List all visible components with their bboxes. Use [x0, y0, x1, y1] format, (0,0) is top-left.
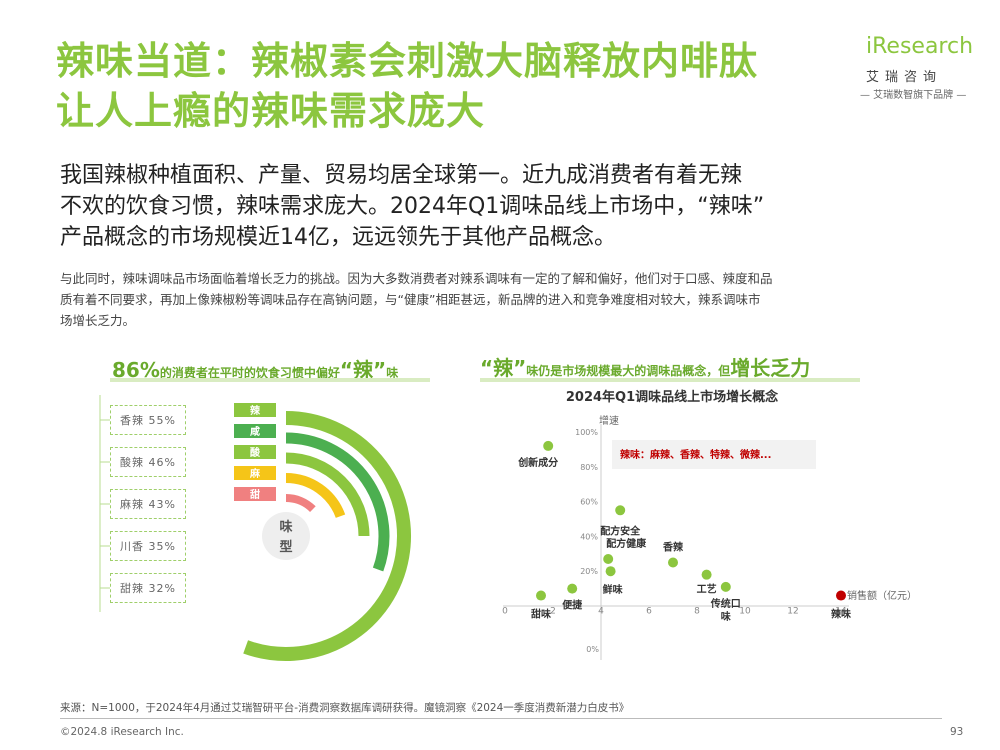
x-tick-8: 8 — [694, 607, 700, 617]
scatter-point-4 — [668, 557, 678, 568]
scatter-label-5: 鲜味 — [603, 583, 623, 596]
page-title: 辣味当道：辣椒素会刺激大脑释放内啡肽 让人上瘾的辣味需求庞大 — [56, 36, 856, 136]
radial-label-1: 辣 — [250, 404, 261, 417]
logo-brand: iResearch — [866, 34, 974, 59]
radial-label-bg-5 — [234, 487, 276, 501]
radial-label-bg-1 — [234, 403, 276, 417]
footer-copyright: ©2024.8 iResearch Inc. — [60, 726, 184, 738]
scatter-point-7 — [720, 581, 731, 592]
annotation-box — [612, 440, 816, 469]
left-title-end: 味 — [386, 366, 399, 380]
logo-cn: 艾瑞咨询 — [866, 70, 943, 85]
scatter-point-5 — [605, 566, 616, 577]
scatter-point-3 — [603, 554, 614, 565]
body-line-3: 场增长乏力。 — [60, 313, 136, 328]
y-tick-60: 60% — [580, 498, 598, 507]
y-tick-20: 20% — [580, 567, 598, 576]
body-line-1: 与此同时，辣味调味品市场面临着增长乏力的挑战。因为大多数消费者对辣系调味有一定的… — [60, 271, 773, 286]
scatter-point-2 — [615, 505, 626, 516]
x-tick-4: 4 — [598, 607, 604, 617]
y-tick-80: 80% — [580, 463, 598, 472]
flavor-box-1: 香辣 55% — [110, 405, 186, 435]
flavor-box-2: 酸辣 46% — [110, 447, 186, 477]
radial-label-5: 甜 — [250, 488, 260, 501]
right-title-big: 增长乏力 — [730, 356, 811, 380]
x-tick-0: 0 — [502, 607, 508, 617]
radial-arc-2 — [285, 432, 390, 572]
scatter-point-9 — [567, 583, 578, 594]
scatter-annotation: 辣味：麻辣、香辣、特辣、微辣... — [612, 440, 816, 469]
scatter-label-3: 配方健康 — [606, 537, 647, 550]
x-tick-2: 2 — [550, 607, 556, 617]
lead-line-1: 我国辣椒种植面积、产量、贸易均居全球第一。近九成消费者有着无辣 — [60, 163, 743, 188]
scatter-point-6 — [701, 569, 712, 580]
scatter-point-8 — [536, 590, 546, 601]
scatter-label-7-b: 味 — [721, 610, 731, 623]
scatter-label-8: 甜味 — [531, 608, 551, 621]
scatter-title: 2024年Q1调味品线上市场增长概念 — [566, 389, 778, 405]
x-tick-6: 6 — [646, 607, 652, 617]
x-tick-14: 14 — [835, 607, 847, 617]
right-title-quote: “辣” — [480, 356, 527, 380]
radial-label-bg-4 — [234, 466, 276, 480]
scatter-label-7: 传统口 — [710, 597, 741, 610]
y-tick-40: 40% — [580, 532, 598, 541]
radial-label-2: 咸 — [250, 425, 260, 438]
right-panel-title: “辣”味仍是市场规模最大的调味品概念，但增长乏力 — [480, 352, 860, 381]
lead-line-3: 产品概念的市场规模近14亿，远远领先于其他产品概念。 — [60, 225, 616, 250]
flavor-box-4: 川香 35% — [110, 531, 186, 561]
radial-arc-5 — [285, 494, 316, 513]
scatter-label-1: 创新成分 — [517, 456, 558, 469]
footer-source: 来源：N=1000，于2024年4月通过艾瑞智研平台-消费洞察数据库调研获得。魔… — [60, 702, 630, 714]
lead-paragraph: 我国辣椒种植面积、产量、贸易均居全球第一。近九成消费者有着无辣 不欢的饮食习惯，… — [60, 160, 940, 253]
center-label-1: 味 — [279, 519, 292, 535]
radial-arc-4 — [285, 473, 346, 519]
scatter-point-10 — [836, 590, 846, 601]
scatter-label-10: 辣味 — [831, 608, 851, 621]
radial-label-bg-3 — [234, 445, 276, 459]
scatter-label-4: 香辣 — [663, 541, 684, 554]
body-paragraph: 与此同时，辣味调味品市场面临着增长乏力的挑战。因为大多数消费者对辣系调味有一定的… — [60, 268, 940, 331]
x-tick-10: 10 — [739, 607, 751, 617]
scatter-label-2: 配方安全 — [600, 524, 641, 537]
body-line-2: 质有着不同要求，再加上像辣椒粉等调味品存在高钠问题，与“健康”相距甚远，新品牌的… — [60, 292, 761, 307]
flavor-box-3: 麻辣 43% — [110, 489, 186, 519]
title-line-1: 辣味当道：辣椒素会刺激大脑释放内啡肽 — [56, 39, 759, 83]
x-tick-12: 12 — [787, 607, 798, 617]
scatter-point-1 — [543, 440, 554, 451]
annotation-text: 辣味：麻辣、香辣、特辣、微辣... — [620, 448, 771, 461]
right-title-underline — [480, 378, 860, 382]
radial-arc-3 — [285, 452, 370, 537]
center-circle — [262, 512, 310, 560]
logo-tagline: — 艾瑞数智旗下品牌 — — [860, 90, 967, 101]
right-title-mid: 味仍是市场规模最大的调味品概念，但 — [526, 364, 731, 378]
y-axis-label: 增速 — [599, 414, 619, 427]
center-label-2: 型 — [279, 539, 292, 555]
left-title-rest: 的消费者在平时的饮食习惯中偏好 — [159, 366, 340, 380]
radial-label-3: 酸 — [250, 446, 261, 459]
radial-bracket — [99, 395, 110, 612]
scatter-label-6: 工艺 — [697, 583, 717, 596]
y-tick-100: 100% — [575, 428, 598, 437]
radial-label-4: 麻 — [249, 467, 261, 480]
page-number: 93 — [950, 726, 964, 738]
y-tick-0: 0% — [586, 645, 599, 654]
title-line-2: 让人上瘾的辣味需求庞大 — [56, 89, 486, 133]
radial-arc-1 — [243, 411, 411, 661]
lead-line-2: 不欢的饮食习惯，辣味需求庞大。2024年Q1调味品线上市场中，“辣味” — [60, 194, 765, 219]
flavor-box-5: 甜辣 32% — [110, 573, 186, 603]
x-axis-label: 销售额（亿元） — [847, 589, 917, 602]
scatter-label-9: 便捷 — [562, 599, 583, 612]
footer-divider — [60, 718, 942, 719]
iresearch-logo: iResearch 艾瑞咨询 — 艾瑞数智旗下品牌 — — [860, 34, 980, 104]
radial-label-bg-2 — [234, 424, 276, 438]
left-title-underline — [110, 378, 430, 382]
